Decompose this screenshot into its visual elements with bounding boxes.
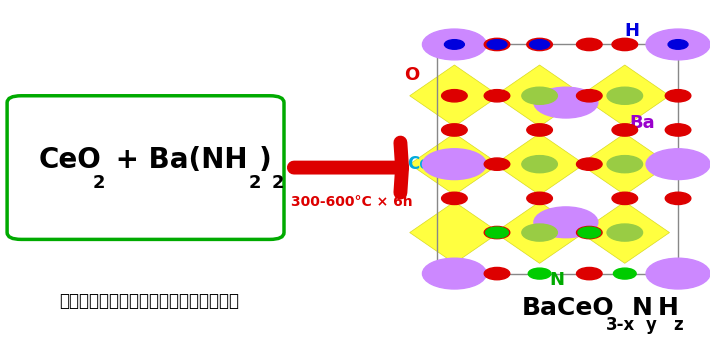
Circle shape (484, 267, 510, 280)
Text: 2: 2 (248, 174, 261, 192)
Circle shape (534, 207, 598, 238)
Text: Ba: Ba (630, 114, 655, 132)
FancyBboxPatch shape (7, 96, 284, 239)
Circle shape (522, 87, 557, 104)
Text: N: N (550, 272, 565, 289)
Circle shape (577, 267, 602, 280)
Circle shape (607, 224, 643, 241)
Text: O: O (404, 66, 420, 84)
Circle shape (486, 227, 508, 238)
Circle shape (612, 38, 638, 51)
Text: z: z (673, 316, 683, 334)
Circle shape (444, 40, 464, 49)
Circle shape (577, 90, 602, 102)
Circle shape (442, 124, 467, 136)
Text: 300-600°C × 6h: 300-600°C × 6h (290, 195, 413, 209)
Circle shape (442, 90, 467, 102)
Circle shape (577, 158, 602, 170)
Circle shape (527, 38, 552, 51)
Text: ): ) (259, 146, 272, 174)
Text: 3-x: 3-x (606, 316, 635, 334)
Circle shape (527, 124, 552, 136)
Circle shape (487, 40, 507, 49)
Text: 従来よりも簡便かつ低温の合成プロセス: 従来よりも簡便かつ低温の合成プロセス (59, 292, 239, 310)
Circle shape (522, 224, 557, 241)
Text: 2: 2 (92, 174, 105, 192)
Text: BaCeO: BaCeO (522, 295, 614, 320)
Text: y: y (646, 316, 657, 334)
Circle shape (578, 227, 601, 238)
Text: H: H (624, 22, 640, 40)
Circle shape (484, 226, 510, 239)
Circle shape (527, 192, 552, 205)
Polygon shape (580, 133, 670, 195)
Polygon shape (495, 202, 584, 263)
Polygon shape (410, 133, 499, 195)
Text: H: H (658, 295, 679, 320)
Circle shape (668, 40, 688, 49)
Circle shape (422, 258, 486, 289)
Text: CeO: CeO (39, 146, 102, 174)
Circle shape (612, 124, 638, 136)
Circle shape (534, 87, 598, 118)
Circle shape (646, 29, 710, 60)
Circle shape (613, 268, 636, 279)
Circle shape (530, 40, 550, 49)
Circle shape (528, 268, 551, 279)
Circle shape (522, 156, 557, 173)
Polygon shape (495, 133, 584, 195)
Circle shape (607, 87, 643, 104)
Text: Ce: Ce (407, 155, 431, 173)
Text: 2: 2 (272, 174, 285, 192)
Polygon shape (580, 65, 670, 127)
Polygon shape (410, 65, 499, 127)
Circle shape (665, 124, 691, 136)
Circle shape (484, 158, 510, 170)
Circle shape (484, 90, 510, 102)
Circle shape (665, 192, 691, 205)
Circle shape (422, 29, 486, 60)
Circle shape (422, 149, 486, 180)
Circle shape (646, 258, 710, 289)
Polygon shape (580, 202, 670, 263)
Circle shape (577, 38, 602, 51)
Circle shape (442, 192, 467, 205)
Circle shape (665, 90, 691, 102)
Text: N: N (632, 295, 652, 320)
Polygon shape (495, 65, 584, 127)
Circle shape (607, 156, 643, 173)
Circle shape (612, 192, 638, 205)
Text: + Ba(NH: + Ba(NH (106, 146, 248, 174)
Polygon shape (410, 202, 499, 263)
Circle shape (646, 149, 710, 180)
Circle shape (577, 226, 602, 239)
Circle shape (484, 38, 510, 51)
